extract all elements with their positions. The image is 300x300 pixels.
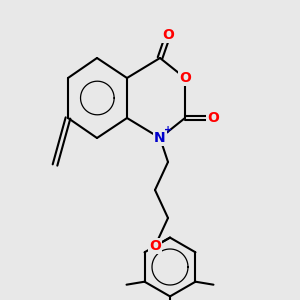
Text: O: O xyxy=(207,111,219,125)
Text: +: + xyxy=(164,124,172,135)
Text: O: O xyxy=(179,71,191,85)
Text: N: N xyxy=(154,131,166,145)
Text: O: O xyxy=(149,239,161,253)
Text: O: O xyxy=(162,28,174,42)
